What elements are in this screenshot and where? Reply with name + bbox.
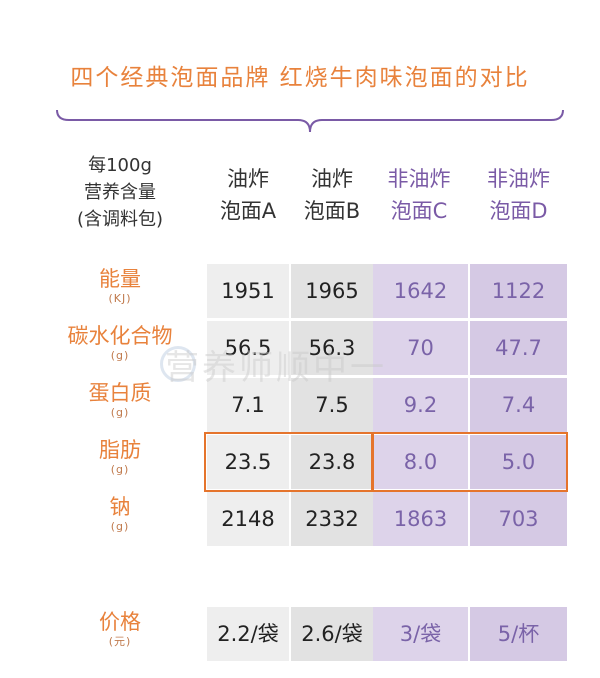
row-label-sodium: 钠 (g) — [40, 494, 200, 534]
cell-protein-b: 7.5 — [291, 378, 373, 432]
column-header-a: 油炸 泡面A — [207, 163, 289, 227]
cell-energy-c: 1642 — [373, 264, 468, 318]
cell-sodium-c: 1863 — [373, 492, 468, 546]
row-label-price: 价格 (元) — [40, 609, 200, 649]
column-header-d-line1: 非油炸 — [487, 167, 550, 191]
column-header-a-line2: 泡面A — [219, 199, 277, 223]
cell-protein-d: 7.4 — [470, 378, 567, 432]
cell-fat-c: 8.0 — [373, 435, 468, 489]
cell-carbohydrate-b: 56.3 — [291, 321, 373, 375]
cell-protein-c: 9.2 — [373, 378, 468, 432]
row-label-carbohydrate: 碳水化合物 (g) — [40, 323, 200, 363]
row-name-sodium: 钠 — [109, 495, 131, 519]
row-name-price: 价格 — [99, 610, 141, 634]
chart-title: 四个经典泡面品牌 红烧牛肉味泡面的对比 — [70, 65, 530, 91]
row-label-energy: 能量 (KJ) — [40, 266, 200, 306]
cell-protein-a: 7.1 — [207, 378, 289, 432]
cell-price-a: 2.2/袋 — [207, 607, 289, 661]
watermark-logo-icon — [160, 346, 196, 382]
row-name-fat: 脂肪 — [99, 438, 141, 462]
cell-fat-b: 23.8 — [291, 435, 373, 489]
cell-carbohydrate-c: 70 — [373, 321, 468, 375]
header-incl-seasoning: (含调料包) — [76, 209, 164, 230]
cell-sodium-a: 2148 — [207, 492, 289, 546]
column-header-a-line1: 油炸 — [227, 167, 269, 191]
row-unit-protein: (g) — [110, 406, 130, 419]
highlight-box-fried — [204, 432, 374, 492]
row-name-energy: 能量 — [99, 267, 141, 291]
cell-sodium-b: 2332 — [291, 492, 373, 546]
cell-price-b: 2.6/袋 — [291, 607, 373, 661]
header-per-100g: 每100g — [88, 155, 152, 176]
column-header-b-line2: 泡面B — [303, 199, 361, 223]
header-nutrition: 营养含量 — [84, 182, 156, 203]
row-unit-sodium: (g) — [110, 520, 130, 533]
cell-sodium-d: 703 — [470, 492, 567, 546]
row-unit-carbohydrate: (g) — [110, 349, 130, 362]
column-header-d: 非油炸 泡面D — [470, 163, 567, 227]
cell-energy-b: 1965 — [291, 264, 373, 318]
highlight-box-nonfried — [371, 432, 568, 492]
cell-energy-d: 1122 — [470, 264, 567, 318]
watermark: 营养师顺中一 — [165, 348, 387, 388]
cell-carbohydrate-d: 47.7 — [470, 321, 567, 375]
column-header-c-line1: 非油炸 — [387, 167, 451, 191]
cell-fat-d: 5.0 — [470, 435, 567, 489]
row-name-protein: 蛋白质 — [88, 381, 152, 405]
column-header-b-line1: 油炸 — [311, 167, 353, 191]
column-header-b: 油炸 泡面B — [291, 163, 373, 227]
row-label-protein: 蛋白质 (g) — [40, 380, 200, 420]
title-brace — [56, 109, 564, 133]
cell-fat-a: 23.5 — [207, 435, 289, 489]
cell-price-c: 3/袋 — [373, 607, 468, 661]
cell-carbohydrate-a: 56.5 — [207, 321, 289, 375]
cell-energy-a: 1951 — [207, 264, 289, 318]
row-unit-energy: (KJ) — [108, 292, 132, 305]
column-header-d-line2: 泡面D — [489, 199, 548, 223]
column-header-c-line2: 泡面C — [390, 199, 448, 223]
row-unit-price: (元) — [108, 635, 132, 648]
row-name-carbohydrate: 碳水化合物 — [67, 324, 173, 348]
cell-price-d: 5/杯 — [470, 607, 567, 661]
row-unit-fat: (g) — [110, 463, 130, 476]
first-column-header: 每100g 营养含量 (含调料包) — [40, 152, 200, 233]
row-label-fat: 脂肪 (g) — [40, 437, 200, 477]
column-header-c: 非油炸 泡面C — [373, 163, 465, 227]
